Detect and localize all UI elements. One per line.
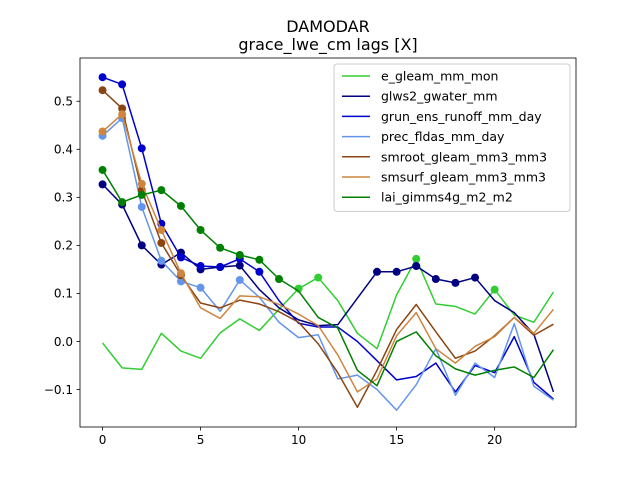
data-point — [98, 165, 107, 174]
data-point — [137, 190, 146, 199]
y-tick-label: −0.1 — [44, 383, 73, 397]
x-tick-label: 0 — [99, 433, 107, 447]
data-point — [137, 144, 146, 153]
x-tick-label: 10 — [291, 433, 306, 447]
data-point — [176, 201, 185, 210]
data-point — [157, 238, 166, 247]
series-line-grun_ens_runoff_mm_day — [102, 76, 554, 400]
data-point — [118, 110, 127, 119]
data-point — [412, 254, 421, 263]
data-point — [137, 241, 146, 250]
data-point — [98, 127, 107, 136]
data-point — [216, 243, 225, 252]
data-point — [157, 226, 166, 235]
data-point — [431, 275, 440, 284]
y-tick-label: 0.5 — [54, 95, 73, 109]
legend-label: e_gleam_mm_mon — [381, 69, 498, 84]
data-point — [157, 256, 166, 265]
series-smroot_gleam_mm3_mm3 — [98, 86, 554, 409]
chart-title: DAMODAR — [286, 17, 369, 36]
legend-label: prec_fldas_mm_day — [381, 129, 505, 144]
data-point — [255, 267, 264, 276]
y-tick-label: 0.1 — [54, 287, 73, 301]
legend-label: glws2_gwater_mm — [381, 89, 498, 104]
data-point — [196, 262, 205, 271]
data-point — [98, 180, 107, 189]
y-tick-label: 0.3 — [54, 191, 73, 205]
data-point — [118, 80, 127, 89]
data-point — [137, 179, 146, 188]
legend: e_gleam_mm_mon glws2_gwater_mm grun_ens_ru… — [333, 63, 571, 212]
series-e_gleam_mm_mon — [101, 254, 555, 371]
axes-layer: 0 5 10 15 20 −0.1 0.0 0.1 0.2 0.3 0.4 0.5 — [44, 57, 577, 447]
data-point — [196, 283, 205, 292]
series-line-smsurf_gleam_mm3_mm3 — [102, 113, 555, 393]
data-point — [412, 262, 421, 271]
data-point — [451, 278, 460, 287]
series-line-prec_fldas_mm_day — [102, 117, 554, 411]
legend-label: smsurf_gleam_mm3_mm3 — [381, 170, 546, 185]
series-line-e_gleam_mm_mon — [101, 258, 555, 371]
data-point — [98, 86, 107, 95]
data-point — [274, 275, 283, 284]
series-smsurf_gleam_mm3_mm3 — [98, 110, 555, 393]
data-point — [235, 250, 244, 259]
data-point — [118, 104, 127, 113]
y-tick-label: 0.4 — [54, 143, 73, 157]
legend-label: lai_gimms4g_m2_m2 — [381, 190, 513, 205]
data-point — [176, 253, 185, 262]
data-point — [490, 285, 499, 294]
data-point — [392, 267, 401, 276]
series-layer — [98, 73, 555, 411]
chart-subtitle: grace_lwe_cm lags [X] — [238, 35, 417, 55]
data-point — [137, 202, 146, 211]
data-point — [235, 261, 244, 270]
data-point — [98, 73, 107, 82]
data-point — [235, 275, 244, 284]
series-line-smroot_gleam_mm3_mm3 — [102, 89, 554, 409]
data-point — [314, 273, 323, 282]
data-point — [176, 277, 185, 286]
data-point — [216, 263, 225, 271]
data-point — [176, 269, 185, 278]
x-tick-label: 15 — [389, 433, 404, 447]
x-tick-label: 5 — [197, 433, 205, 447]
series-lai_gimms4g_m2_m2 — [98, 165, 555, 387]
legend-box — [333, 63, 571, 212]
legend-label: smroot_gleam_mm3_mm3 — [381, 149, 547, 164]
x-tick-label: 20 — [487, 433, 502, 447]
data-point — [118, 198, 127, 207]
data-point — [373, 267, 382, 276]
y-tick-label: 0.0 — [54, 335, 73, 349]
plot-frame — [79, 57, 577, 428]
data-point — [196, 226, 205, 235]
data-point — [157, 186, 166, 195]
data-point — [255, 255, 264, 264]
legend-label: grun_ens_runoff_mm_day — [381, 109, 542, 124]
series-line-lai_gimms4g_m2_m2 — [101, 169, 555, 387]
y-tick-label: 0.2 — [54, 239, 73, 253]
data-point — [471, 273, 480, 282]
